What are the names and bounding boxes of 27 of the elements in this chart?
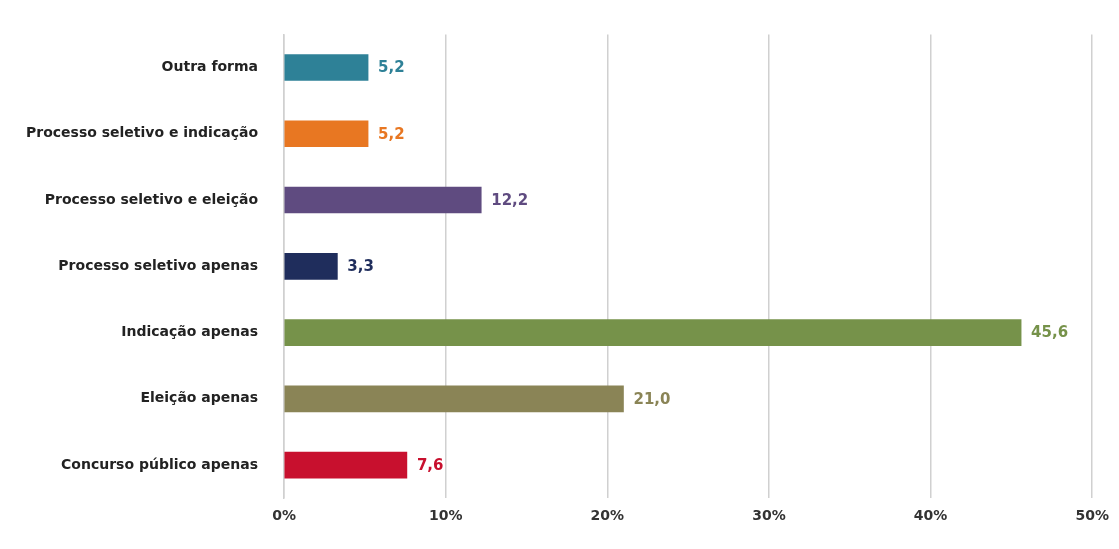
data-label: 5,2 [378,124,405,143]
data-label: 12,2 [491,190,529,209]
data-label: 3,3 [347,257,374,276]
data-label: 7,6 [416,455,444,474]
x-tick-label: 20% [590,507,625,524]
bar [284,54,369,81]
bar [284,451,408,479]
y-tick-label: Processo seletivo apenas [58,256,259,273]
y-tick-label: Processo seletivo e eleição [44,190,259,207]
y-tick-label: Processo seletivo e indicação [25,124,259,141]
bar [284,319,1022,346]
y-tick-label: Indicação apenas [121,323,259,340]
y-tick-label: Outra forma [161,58,259,75]
x-tick-label: 40% [913,507,948,524]
data-label: 45,6 [1031,323,1069,342]
x-tick-label: 0% [272,507,296,524]
bar [284,120,369,148]
data-label: 5,2 [378,58,405,77]
bar [284,186,482,214]
y-tick-label: Concurso público apenas [61,455,259,472]
x-tick-label: 30% [752,507,786,524]
y-tick-label: Eleição apenas [140,389,259,406]
data-label: 21,0 [633,389,671,408]
bar [284,385,624,413]
x-tick-label: 10% [428,507,463,524]
bar [284,252,338,280]
x-tick-label: 50% [1075,507,1109,524]
